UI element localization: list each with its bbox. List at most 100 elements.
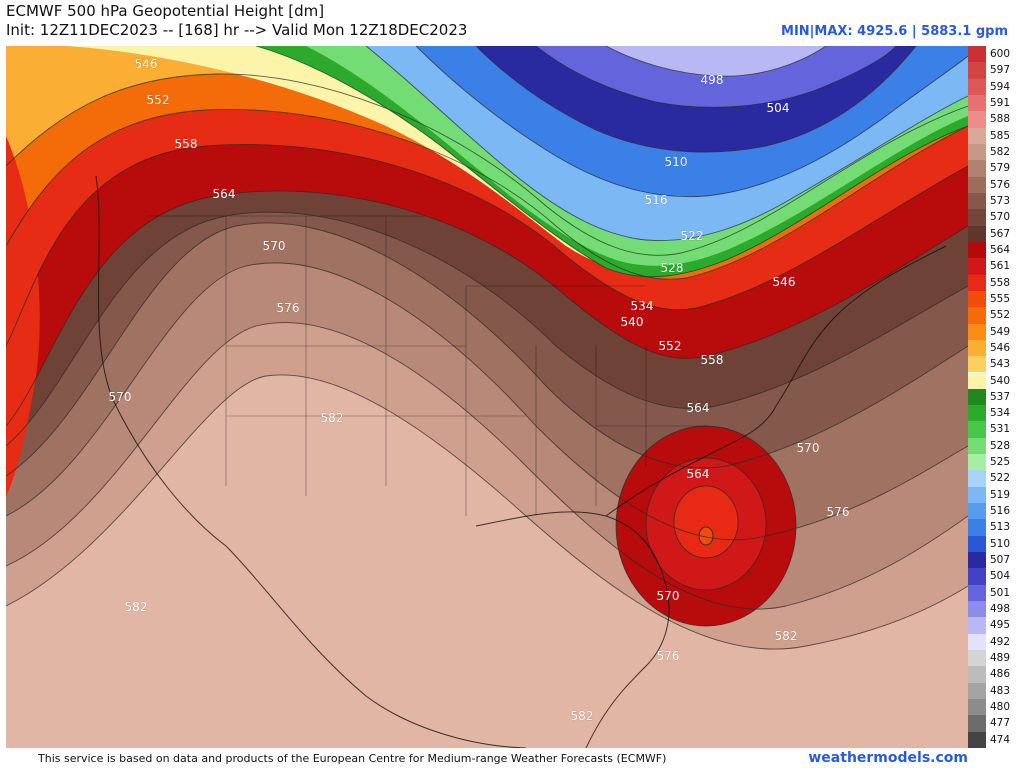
colorbar-label: 528 (990, 439, 1011, 452)
colorbar-swatch (968, 339, 986, 357)
contour-label: 576 (657, 649, 680, 663)
colorbar-swatch (968, 601, 986, 618)
colorbar-level: 519 (968, 486, 1020, 504)
contour-label: 558 (701, 353, 724, 367)
colorbar-label: 531 (990, 423, 1011, 436)
colorbar-label: 507 (990, 554, 1011, 567)
coastlines (95, 175, 947, 748)
contour-label: 540 (621, 315, 644, 329)
colorbar-label: 564 (990, 243, 1011, 256)
colorbar-label: 525 (990, 456, 1011, 469)
colorbar-label: 570 (990, 211, 1011, 224)
colorbar-label: 501 (990, 586, 1011, 599)
colorbar-swatch (968, 274, 986, 291)
colorbar-label: 585 (990, 129, 1011, 142)
colorbar-level: 504 (968, 568, 1020, 585)
colorbar-label: 513 (990, 521, 1011, 534)
colorbar-swatch (968, 519, 986, 536)
colorbar-level: 555 (968, 290, 1020, 308)
colorbar-swatch (968, 127, 986, 144)
colorbar-label: 576 (990, 178, 1011, 191)
colorbar-swatch (968, 192, 986, 210)
colorbar-label: 600 (990, 48, 1011, 60)
colorbar-swatch (968, 405, 986, 422)
colorbar-level: 558 (968, 274, 1020, 291)
contour-label: 498 (701, 73, 724, 87)
colorbar-label: 579 (990, 162, 1011, 175)
contour-label: 582 (321, 411, 344, 425)
colorbar-swatch (968, 535, 986, 553)
contour-label: 582 (775, 629, 798, 643)
contour-label: 564 (213, 187, 236, 201)
contour-label: 564 (687, 467, 710, 481)
contour-label: 558 (175, 137, 198, 151)
init-valid-line: Init: 12Z11DEC2023 -- [168] hr --> Valid… (6, 21, 468, 39)
colorbar-label: 582 (990, 145, 1011, 158)
colorbar-swatch (968, 421, 986, 438)
ecmwf-disclaimer: This service is based on data and produc… (38, 752, 667, 765)
colorbar-level: 585 (968, 127, 1020, 144)
colorbar-swatch (968, 470, 986, 487)
colorbar-label: 474 (990, 733, 1011, 746)
colorbar-label: 522 (990, 472, 1011, 485)
colorbar-level: 486 (968, 666, 1020, 683)
colorbar-level: 579 (968, 160, 1020, 177)
colorbar-swatch (968, 633, 986, 651)
contour-label: 570 (109, 390, 132, 404)
colorbar-swatch (968, 94, 986, 112)
contour-label: 528 (661, 261, 684, 275)
colorbar-swatch (968, 503, 986, 520)
contour-label-layer: 546 552 558 564 570 576 570 582 582 498 504 510 516 5… (108, 57, 850, 724)
contour-label: 552 (147, 93, 170, 107)
colorbar-label: 477 (990, 717, 1011, 730)
colorbar-label: 537 (990, 390, 1011, 403)
brand-link[interactable]: weathermodels.com (808, 750, 968, 766)
title-block: ECMWF 500 hPa Geopotential Height [dm] I… (6, 2, 467, 40)
colorbar-label: 594 (990, 80, 1011, 93)
colorbar-level: 525 (968, 454, 1020, 471)
colorbar-label: 519 (990, 488, 1011, 501)
contour-label: 576 (277, 301, 300, 315)
colorbar-swatch (968, 258, 986, 275)
contour-label: 576 (827, 505, 850, 519)
colorbar-swatch (968, 307, 986, 324)
state-borders (146, 215, 706, 516)
colorbar-level: 552 (968, 307, 1020, 324)
colorbar-level: 531 (968, 421, 1020, 438)
colorbar-level: 597 (968, 62, 1020, 79)
colorbar-level: 516 (968, 503, 1020, 520)
colorbar-level: 564 (968, 241, 1020, 259)
colorbar-label: 546 (990, 341, 1011, 354)
contour-label: 570 (797, 441, 820, 455)
colorbar-level: 546 (968, 339, 1020, 357)
colorbar-level: 594 (968, 78, 1020, 95)
contour-label: 504 (767, 101, 790, 115)
colorbar-label: 534 (990, 407, 1011, 420)
colorbar-swatch (968, 552, 986, 569)
map-title: ECMWF 500 hPa Geopotential Height [dm] (6, 2, 325, 20)
colorbar-swatch (968, 372, 986, 389)
colorbar-level: 510 (968, 535, 1020, 553)
colorbar-level: 573 (968, 192, 1020, 210)
colorbar-level: 495 (968, 617, 1020, 634)
colorbar-swatch (968, 568, 986, 585)
contour-label: 522 (681, 229, 704, 243)
colorbar-label: 597 (990, 64, 1011, 77)
colorbar-swatch (968, 617, 986, 634)
contour-label: 582 (571, 709, 594, 723)
contour-label: 570 (263, 239, 286, 253)
colorbar-label: 567 (990, 227, 1011, 240)
minmax-readout: MIN|MAX: 4925.6 | 5883.1 gpm (781, 24, 1008, 39)
height-map: 546 552 558 564 570 576 570 582 582 498 504 510 516 5… (6, 46, 968, 748)
colorbar-level: 591 (968, 94, 1020, 112)
colorbar-swatch (968, 62, 986, 79)
colorbar-swatch (968, 666, 986, 683)
colorbar-label: 498 (990, 603, 1011, 616)
colorbar-level: 588 (968, 111, 1020, 128)
colorbar-label: 588 (990, 113, 1011, 126)
contour-label: 564 (687, 401, 710, 415)
colorbar-label: 549 (990, 325, 1011, 338)
colorbar-swatch (968, 111, 986, 128)
colorbar-swatch (968, 731, 986, 748)
colorbar-label: 495 (990, 619, 1011, 632)
